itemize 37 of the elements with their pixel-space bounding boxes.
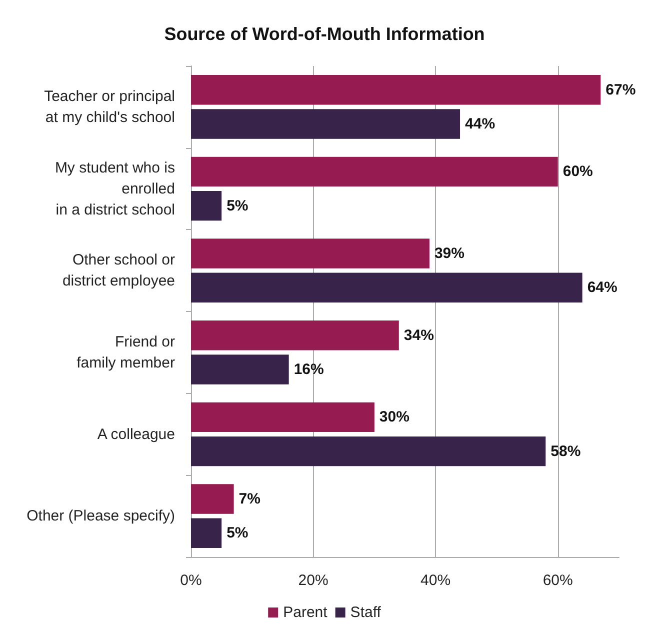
bar: [191, 402, 374, 432]
bar: [191, 156, 558, 187]
bar: [191, 320, 399, 350]
bar: [191, 518, 222, 548]
chart-title: Source of Word-of-Mouth Information: [164, 24, 485, 44]
bar: [191, 190, 222, 221]
legend-label: Parent: [283, 604, 328, 621]
y-tick-label: Other (Please specify): [26, 508, 176, 525]
x-tick-label: 40%: [420, 572, 451, 589]
bar: [191, 75, 601, 105]
y-tick-label: Friend or family member: [76, 333, 175, 372]
data-label: 7%: [238, 490, 260, 508]
x-tick-label: 0%: [180, 572, 202, 589]
data-label: 44%: [465, 115, 496, 132]
bar: [191, 238, 430, 268]
bar: [191, 436, 546, 466]
y-tick-label: My student who is enrolled in a district school: [54, 159, 175, 218]
bar: [191, 484, 234, 514]
bar: [191, 354, 289, 384]
data-label: 67%: [606, 81, 636, 98]
data-label: 34%: [404, 326, 434, 344]
data-label: 5%: [226, 524, 248, 542]
data-label: 58%: [550, 442, 581, 460]
bar: [191, 272, 582, 302]
y-tick-label: Other school or district employee: [62, 252, 176, 290]
y-tick-label: A colleague: [97, 426, 175, 443]
x-tick-label: 60%: [542, 572, 573, 589]
data-label: 5%: [226, 197, 248, 214]
data-label: 64%: [587, 279, 618, 296]
data-label: 30%: [379, 408, 410, 426]
legend-label: Staff: [350, 604, 382, 621]
data-label: 39%: [434, 245, 464, 262]
x-tick-label: 20%: [298, 572, 328, 589]
bar: [191, 109, 460, 139]
data-label: 60%: [562, 163, 593, 180]
data-label: 16%: [294, 360, 324, 378]
y-tick-label: Teacher or principal at my child's school: [44, 88, 175, 126]
